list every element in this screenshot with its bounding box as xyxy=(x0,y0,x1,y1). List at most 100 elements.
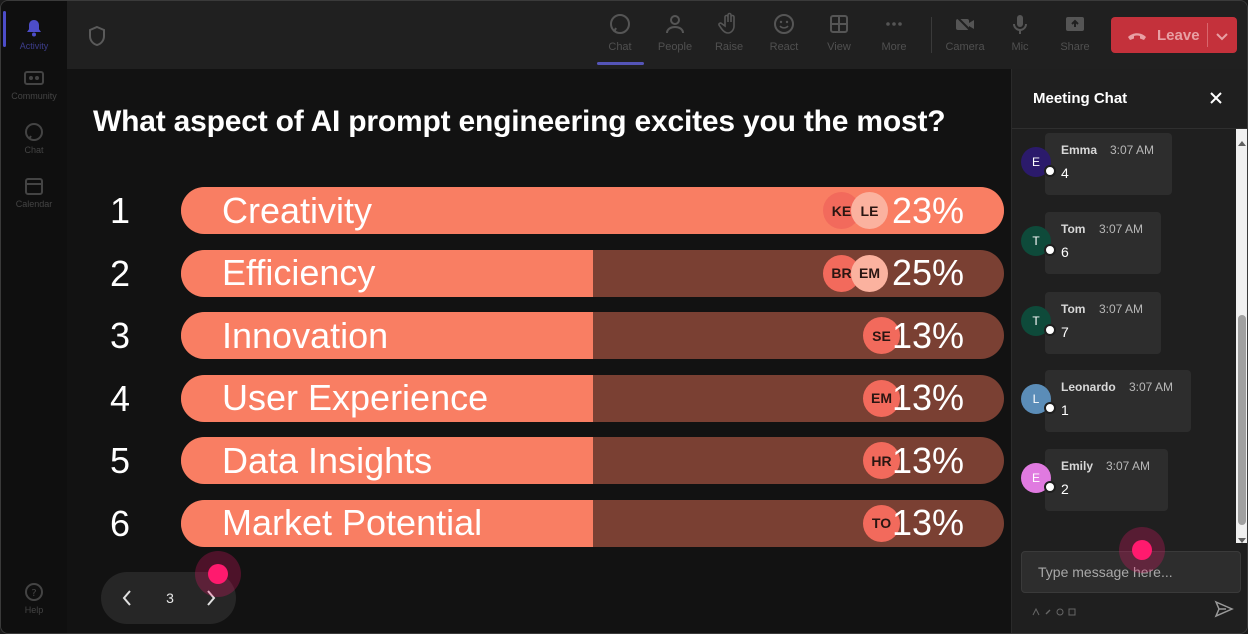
message-author: Tom xyxy=(1061,302,1086,316)
rail-item-help[interactable]: ? Help xyxy=(1,573,67,623)
hand-icon xyxy=(716,11,742,37)
rail-item-calendar[interactable]: Calendar xyxy=(1,167,67,217)
poll-option-row: 1 Creativity KE LE 23% xyxy=(67,187,1011,235)
message-bubble: Emma 3:07 AM 4 xyxy=(1045,133,1172,195)
toolbar-item-label: React xyxy=(769,41,799,53)
poll-option-rank: 4 xyxy=(109,377,131,419)
scroll-up-icon[interactable] xyxy=(1238,133,1246,146)
mic-icon xyxy=(1007,11,1033,37)
presence-status-icon xyxy=(1044,481,1056,493)
voter-avatar-chip: EM xyxy=(863,379,900,417)
svg-text:?: ? xyxy=(31,588,36,599)
toolbar-item-label: Share xyxy=(1060,41,1090,53)
page-number: 3 xyxy=(166,590,174,606)
calendar-icon xyxy=(23,176,45,196)
toolbar-item-label: Chat xyxy=(608,41,632,53)
toolbar-raise-button[interactable]: Raise xyxy=(703,11,755,61)
toolbar-view-button[interactable]: View xyxy=(813,11,865,61)
send-icon[interactable] xyxy=(1214,600,1234,618)
camera-off-icon xyxy=(952,11,978,37)
format-toolbar xyxy=(1032,603,1076,616)
toolbar-camera-button[interactable]: Camera xyxy=(939,11,991,61)
voter-avatar-chip: HR xyxy=(863,442,900,479)
poll-option-percent: 13% xyxy=(891,439,964,481)
gif-icon[interactable] xyxy=(1068,603,1076,616)
poll-option-bar: Innovation SE 13% xyxy=(181,312,1004,359)
poll-option-fill xyxy=(181,312,593,359)
poll-option-label: User Experience xyxy=(222,377,489,418)
presence-status-icon xyxy=(1044,402,1056,414)
poll-option-rank: 5 xyxy=(109,440,131,481)
poll-question: What aspect of AI prompt engineering exc… xyxy=(93,105,946,138)
rail-item-activity[interactable]: Activity xyxy=(1,9,67,59)
attach-icon[interactable] xyxy=(1044,603,1052,615)
emoji-icon[interactable] xyxy=(1056,603,1064,616)
toolbar-item-label: More xyxy=(881,41,907,53)
rail-item-chat[interactable]: Chat xyxy=(1,113,67,163)
people-icon xyxy=(662,11,688,37)
message-time: 3:07 AM xyxy=(1106,459,1151,473)
share-icon xyxy=(1062,11,1088,37)
poll-option-label: Data Insights xyxy=(222,439,433,481)
chat-compose xyxy=(1021,551,1241,593)
message-text: 2 xyxy=(1061,481,1069,497)
shield-icon[interactable] xyxy=(87,25,107,47)
message-time: 3:07 AM xyxy=(1099,302,1144,316)
message-author: Emma xyxy=(1061,143,1098,157)
message-author: Emily xyxy=(1061,459,1094,473)
rail-item-label: Calendar xyxy=(15,198,53,209)
message-time: 3:07 AM xyxy=(1099,222,1144,236)
presence-status-icon xyxy=(1044,244,1056,256)
toolbar-more-button[interactable]: More xyxy=(868,11,920,61)
poll-option-bar: User Experience EM 13% xyxy=(181,374,1004,422)
poll-option-rank: 1 xyxy=(109,190,131,231)
chevron-right-icon[interactable] xyxy=(201,588,221,608)
close-icon[interactable] xyxy=(1208,90,1224,106)
rail-item-label: Activity xyxy=(19,40,49,51)
rail-active-indicator xyxy=(3,11,6,47)
message-text: 1 xyxy=(1061,402,1069,418)
poll-option-bar: Market Potential TO 13% xyxy=(181,499,1004,547)
toolbar-mic-button[interactable]: Mic xyxy=(994,11,1046,61)
rail-item-label: Help xyxy=(24,604,44,615)
rail-item-community[interactable]: Community xyxy=(1,59,67,109)
format-icon[interactable] xyxy=(1032,603,1040,616)
poll-option-bar: Data Insights HR 13% xyxy=(181,437,1004,484)
smile-icon xyxy=(771,11,797,37)
voter-avatar-chip: LE xyxy=(851,192,888,229)
chat-message: Tom 3:07 AM 7 T xyxy=(1012,290,1236,354)
poll-stage: What aspect of AI prompt engineering exc… xyxy=(67,69,1011,633)
chat-message-list: Emma 3:07 AM 4 E Tom 3:07 AM 6 T Tom 3:07 AM 7 T Leo… xyxy=(1012,129,1236,543)
toolbar-chat-button[interactable]: Chat xyxy=(594,11,646,61)
poll-option-label: Efficiency xyxy=(222,252,376,293)
poll-option-label: Market Potential xyxy=(222,502,483,543)
chevron-left-icon[interactable] xyxy=(117,588,137,608)
leave-button[interactable]: Leave xyxy=(1111,17,1237,53)
message-author: Leonardo xyxy=(1061,380,1116,394)
scroll-down-icon[interactable] xyxy=(1238,531,1246,543)
toolbar-react-button[interactable]: React xyxy=(758,11,810,61)
poll-option-rank: 3 xyxy=(109,315,131,356)
chevron-down-icon[interactable] xyxy=(1215,29,1229,41)
toolbar-people-button[interactable]: People xyxy=(649,11,701,61)
chat-title: Meeting Chat xyxy=(1033,90,1128,107)
chat-icon xyxy=(607,11,633,37)
help-icon: ? xyxy=(23,582,45,602)
chat-message-input[interactable] xyxy=(1022,552,1240,592)
voter-avatar-chip: SE xyxy=(863,317,900,354)
left-rail: Activity Community Chat Calendar ? Help xyxy=(1,1,67,633)
chat-message: Emma 3:07 AM 4 E xyxy=(1012,131,1236,195)
leave-label: Leave xyxy=(1157,26,1200,44)
toolbar-share-button[interactable]: Share xyxy=(1049,11,1101,61)
scrollbar-thumb[interactable] xyxy=(1238,315,1246,525)
chat-icon xyxy=(23,122,45,142)
chat-message: Tom 3:07 AM 6 T xyxy=(1012,210,1236,274)
chat-header: Meeting Chat xyxy=(1012,69,1247,129)
poll-option-percent: 13% xyxy=(891,502,964,543)
chat-scrollbar[interactable] xyxy=(1236,129,1247,543)
toolbar-item-label: People xyxy=(657,41,693,53)
toolbar-item-label: View xyxy=(827,41,851,53)
message-time: 3:07 AM xyxy=(1110,143,1155,157)
rail-item-label: Chat xyxy=(24,144,44,155)
